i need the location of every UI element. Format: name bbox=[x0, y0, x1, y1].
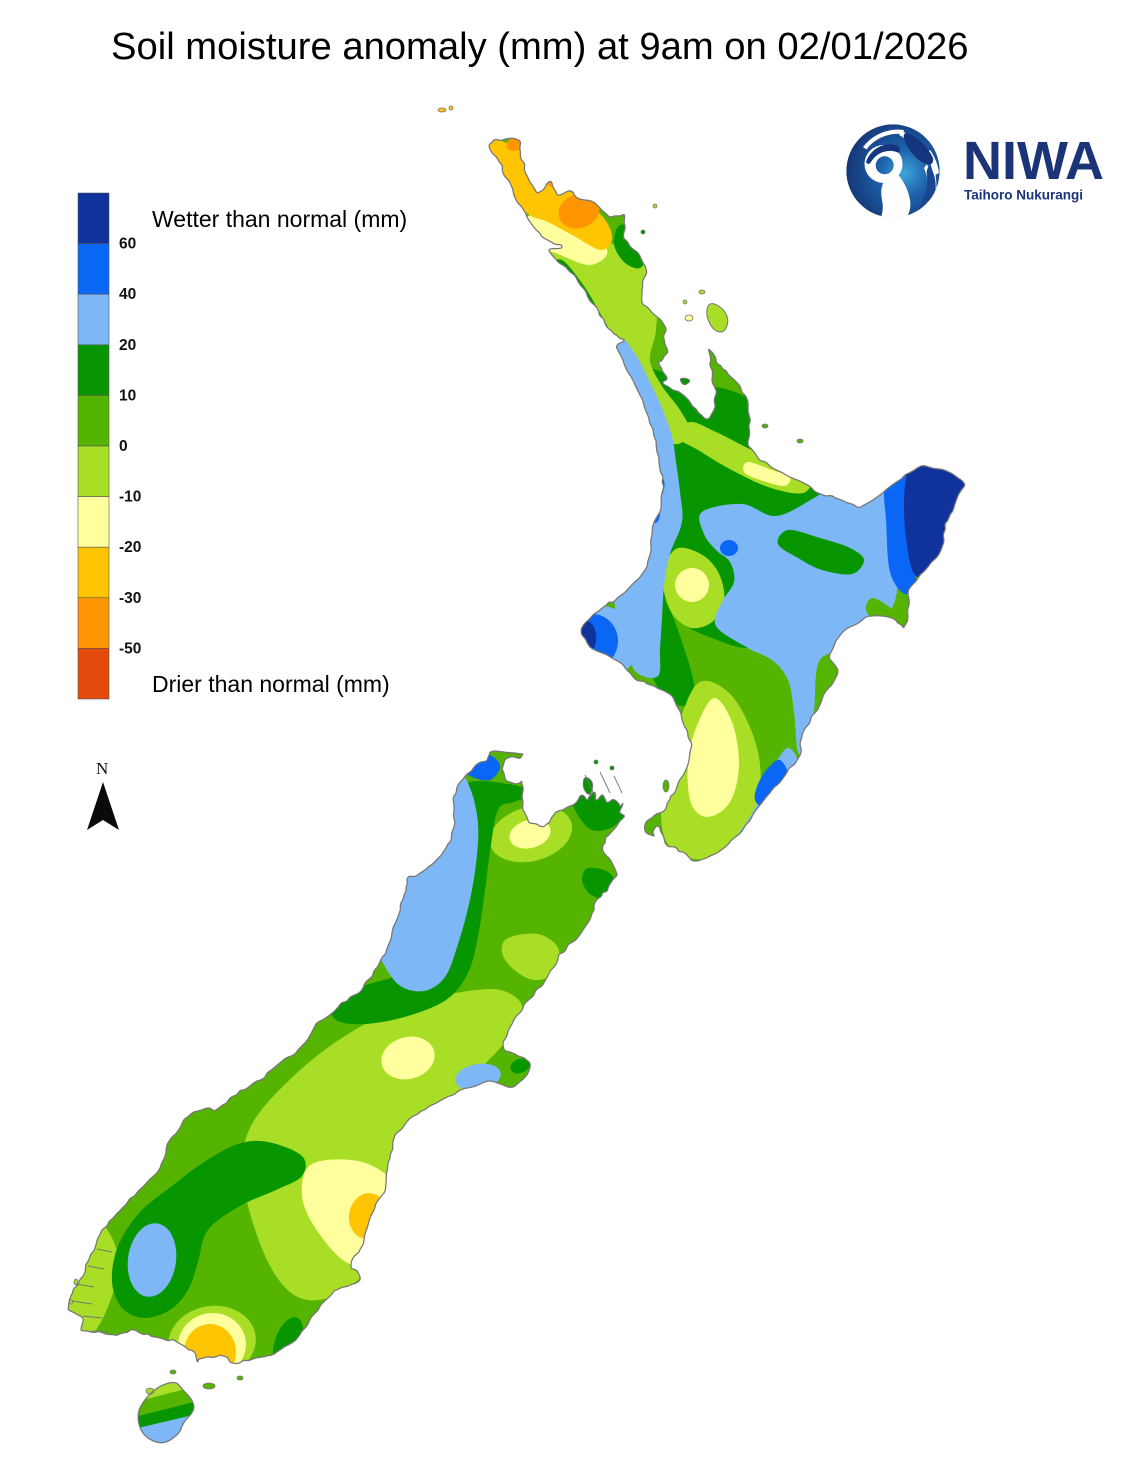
svg-text:20: 20 bbox=[119, 337, 136, 354]
svg-text:0: 0 bbox=[119, 438, 128, 455]
svg-text:-50: -50 bbox=[119, 640, 141, 657]
svg-text:-30: -30 bbox=[119, 590, 141, 607]
svg-text:-20: -20 bbox=[119, 539, 141, 556]
svg-text:60: 60 bbox=[119, 236, 136, 253]
svg-text:40: 40 bbox=[119, 286, 136, 303]
svg-text:Taihoro Nukurangi: Taihoro Nukurangi bbox=[964, 188, 1083, 203]
svg-text:10: 10 bbox=[119, 387, 136, 404]
svg-text:N: N bbox=[96, 759, 108, 778]
svg-text:NIWA: NIWA bbox=[963, 131, 1104, 191]
svg-text:-10: -10 bbox=[119, 489, 141, 506]
